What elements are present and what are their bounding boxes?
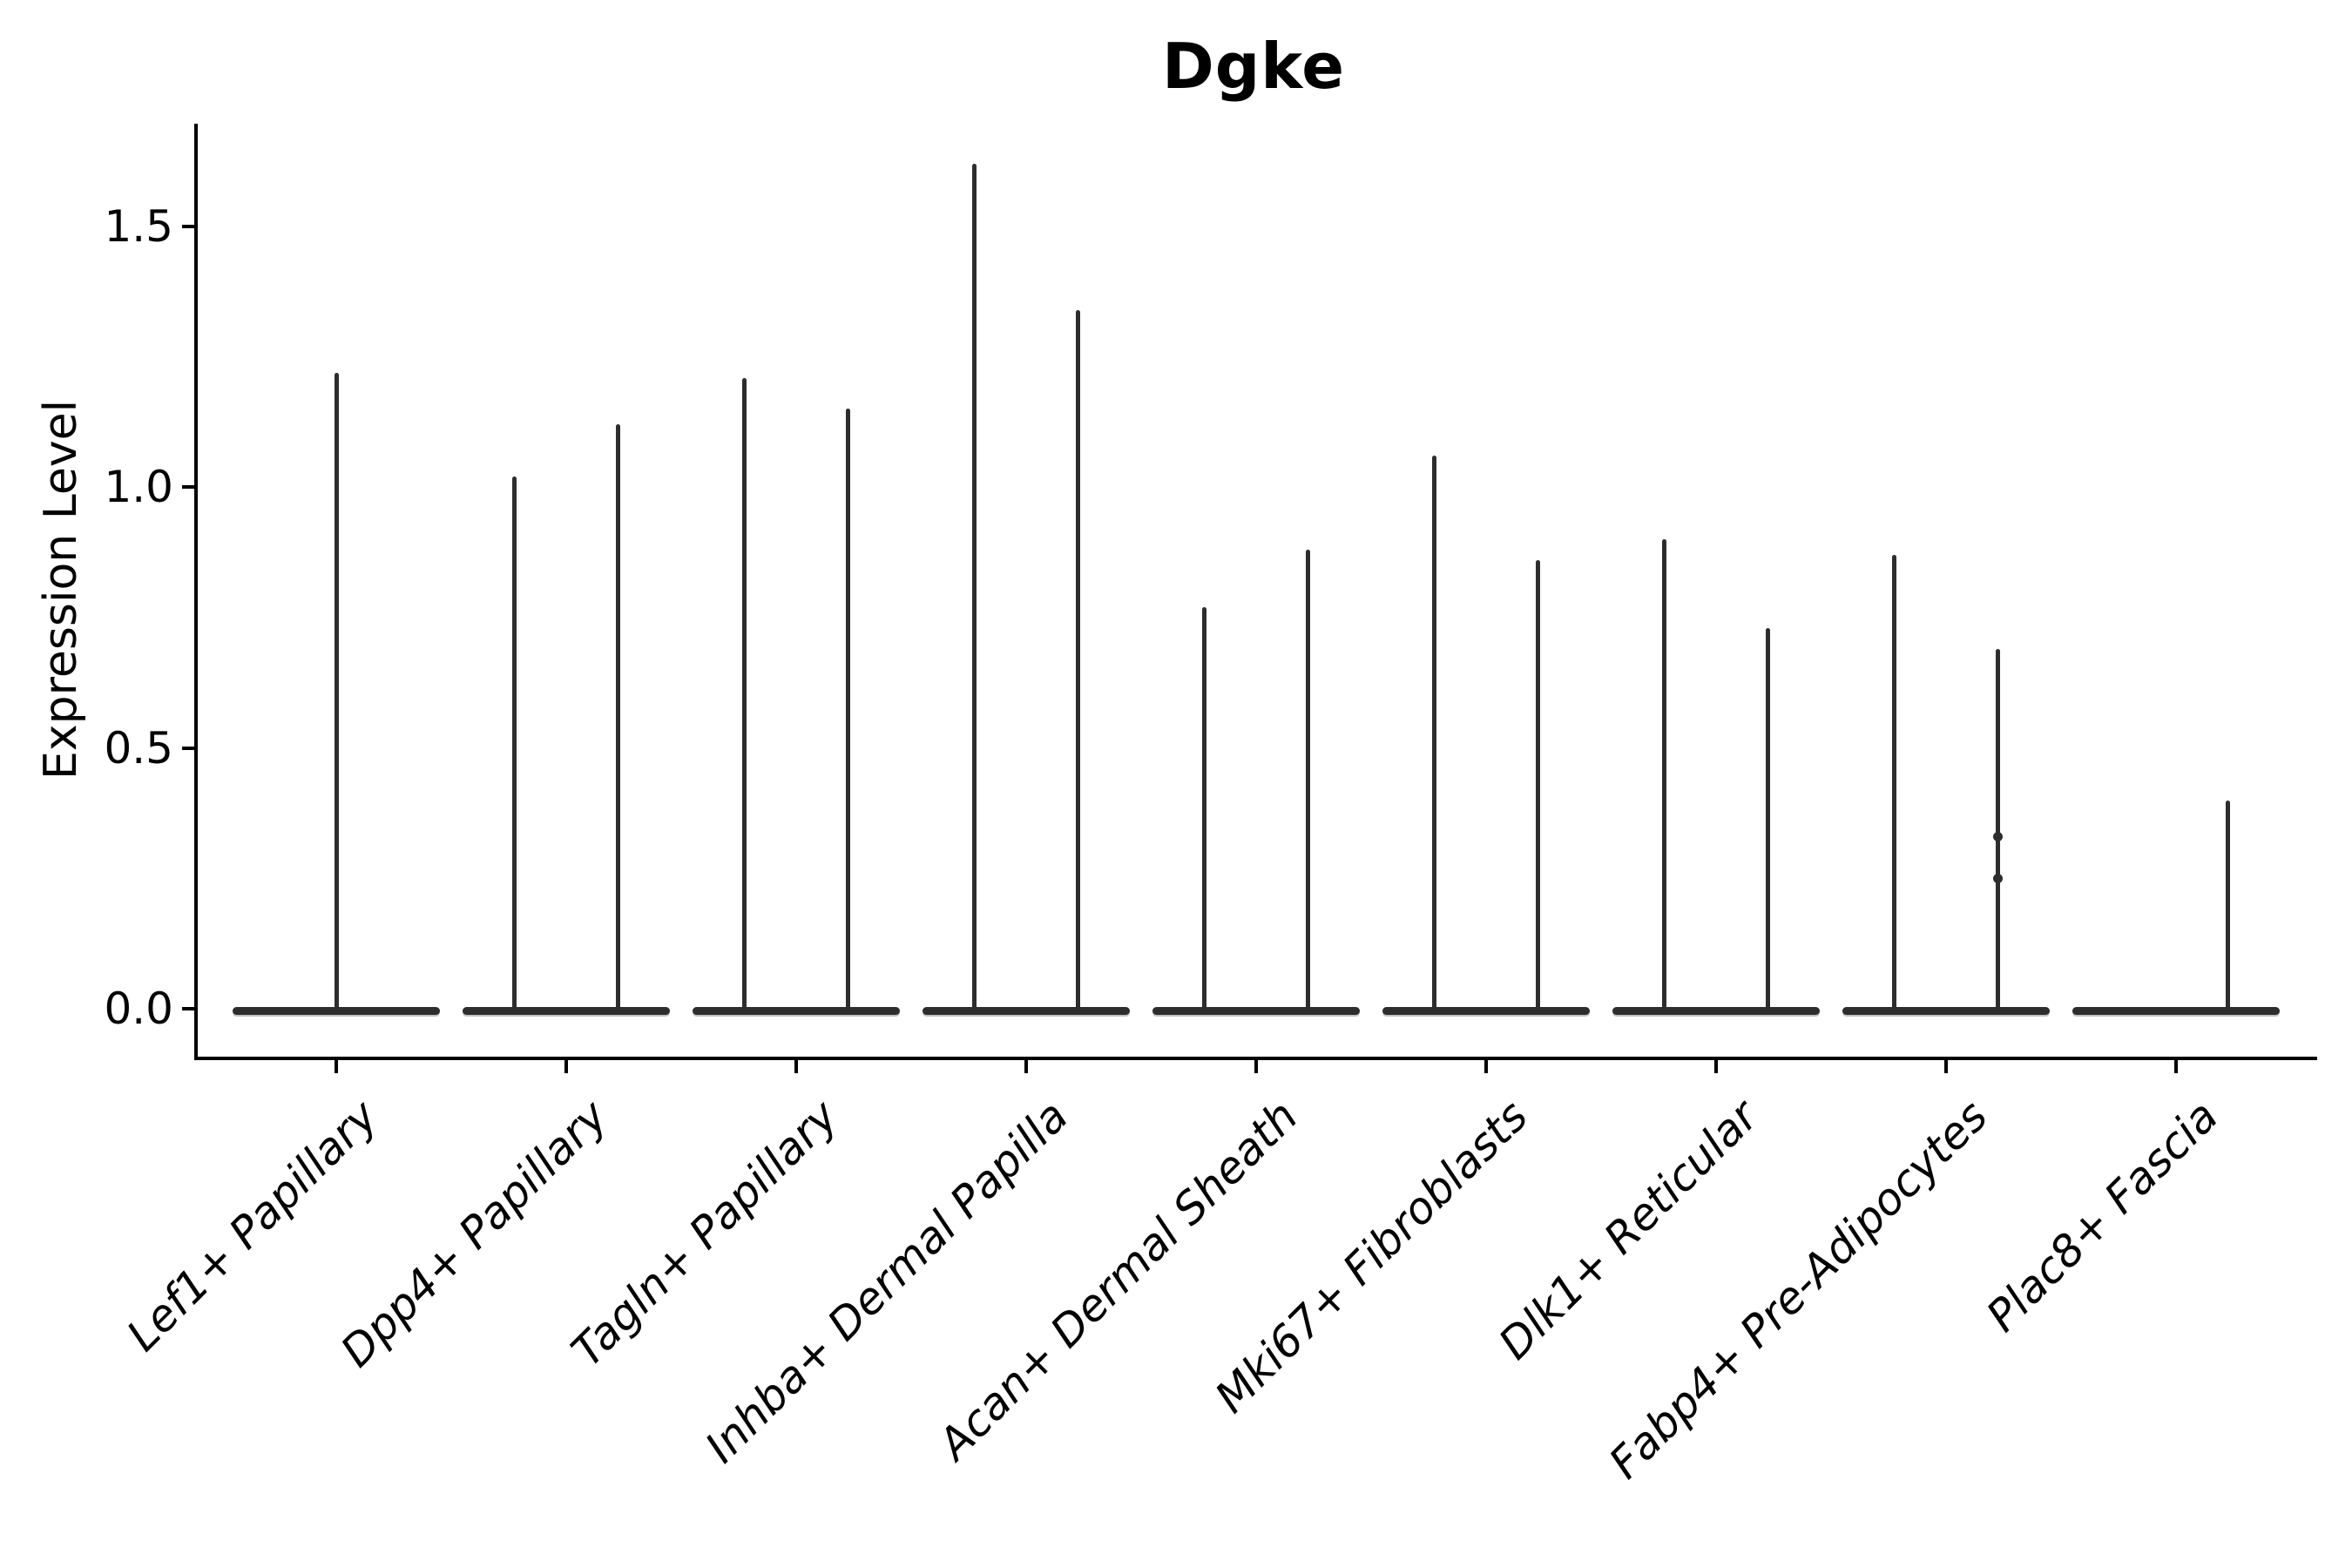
violin-baseline [2072, 1007, 2280, 1015]
x-axis-spine [194, 1057, 2317, 1060]
violin-spike [1766, 627, 1770, 1014]
violin-density-bump [1993, 831, 2003, 841]
y-axis-label: Expression Level [35, 399, 87, 781]
y-tick-label: 1.5 [104, 200, 173, 252]
y-tick [182, 485, 195, 490]
violin-spike [2226, 800, 2230, 1014]
x-tick [335, 1060, 338, 1073]
violin-spike [972, 164, 977, 1014]
chart-title: Dgke [1161, 30, 1346, 103]
x-tick-label: Lef1+ Papillary [117, 1091, 389, 1362]
violin-baseline [1612, 1007, 1820, 1015]
violin-spike [1662, 539, 1666, 1014]
x-tick [1484, 1060, 1488, 1073]
violin-baseline [1842, 1007, 2050, 1015]
violin-spike [512, 476, 517, 1014]
violin-spike [1536, 560, 1540, 1014]
x-tick [794, 1060, 798, 1073]
violin-spike [1996, 648, 2000, 1014]
violin-spike [334, 372, 339, 1014]
y-tick-label: 0.5 [104, 722, 173, 774]
violin-spike [742, 377, 747, 1014]
violin-spike [616, 424, 620, 1014]
y-tick [182, 746, 195, 750]
y-tick-label: 1.0 [104, 462, 173, 513]
x-tick [1714, 1060, 1718, 1073]
x-tick [1944, 1060, 1948, 1073]
x-tick [564, 1060, 568, 1073]
y-tick [182, 224, 195, 228]
y-tick-label: 0.0 [104, 983, 173, 1034]
violin-spike [846, 409, 850, 1014]
x-tick [2174, 1060, 2178, 1073]
x-tick-label: Fabp4+ Pre-Adipocytes [1599, 1091, 1998, 1489]
y-tick [182, 1007, 195, 1010]
violin-spike [1202, 607, 1206, 1014]
violin-spike [1432, 456, 1436, 1014]
x-tick [1254, 1060, 1258, 1073]
violin-baseline [693, 1007, 900, 1015]
violin-baseline [463, 1007, 670, 1015]
y-axis-spine [194, 124, 198, 1060]
violin-baseline [1382, 1007, 1590, 1015]
x-tick [1024, 1060, 1028, 1073]
violin-spike [1892, 555, 1896, 1014]
x-tick-label: Plac8+ Fascia [1977, 1091, 2228, 1342]
violin-spike [1076, 309, 1080, 1014]
violin-baseline [923, 1007, 1130, 1015]
violin-density-bump [1993, 873, 2003, 883]
violin-spike [1306, 550, 1310, 1014]
violin-baseline [1152, 1007, 1360, 1015]
